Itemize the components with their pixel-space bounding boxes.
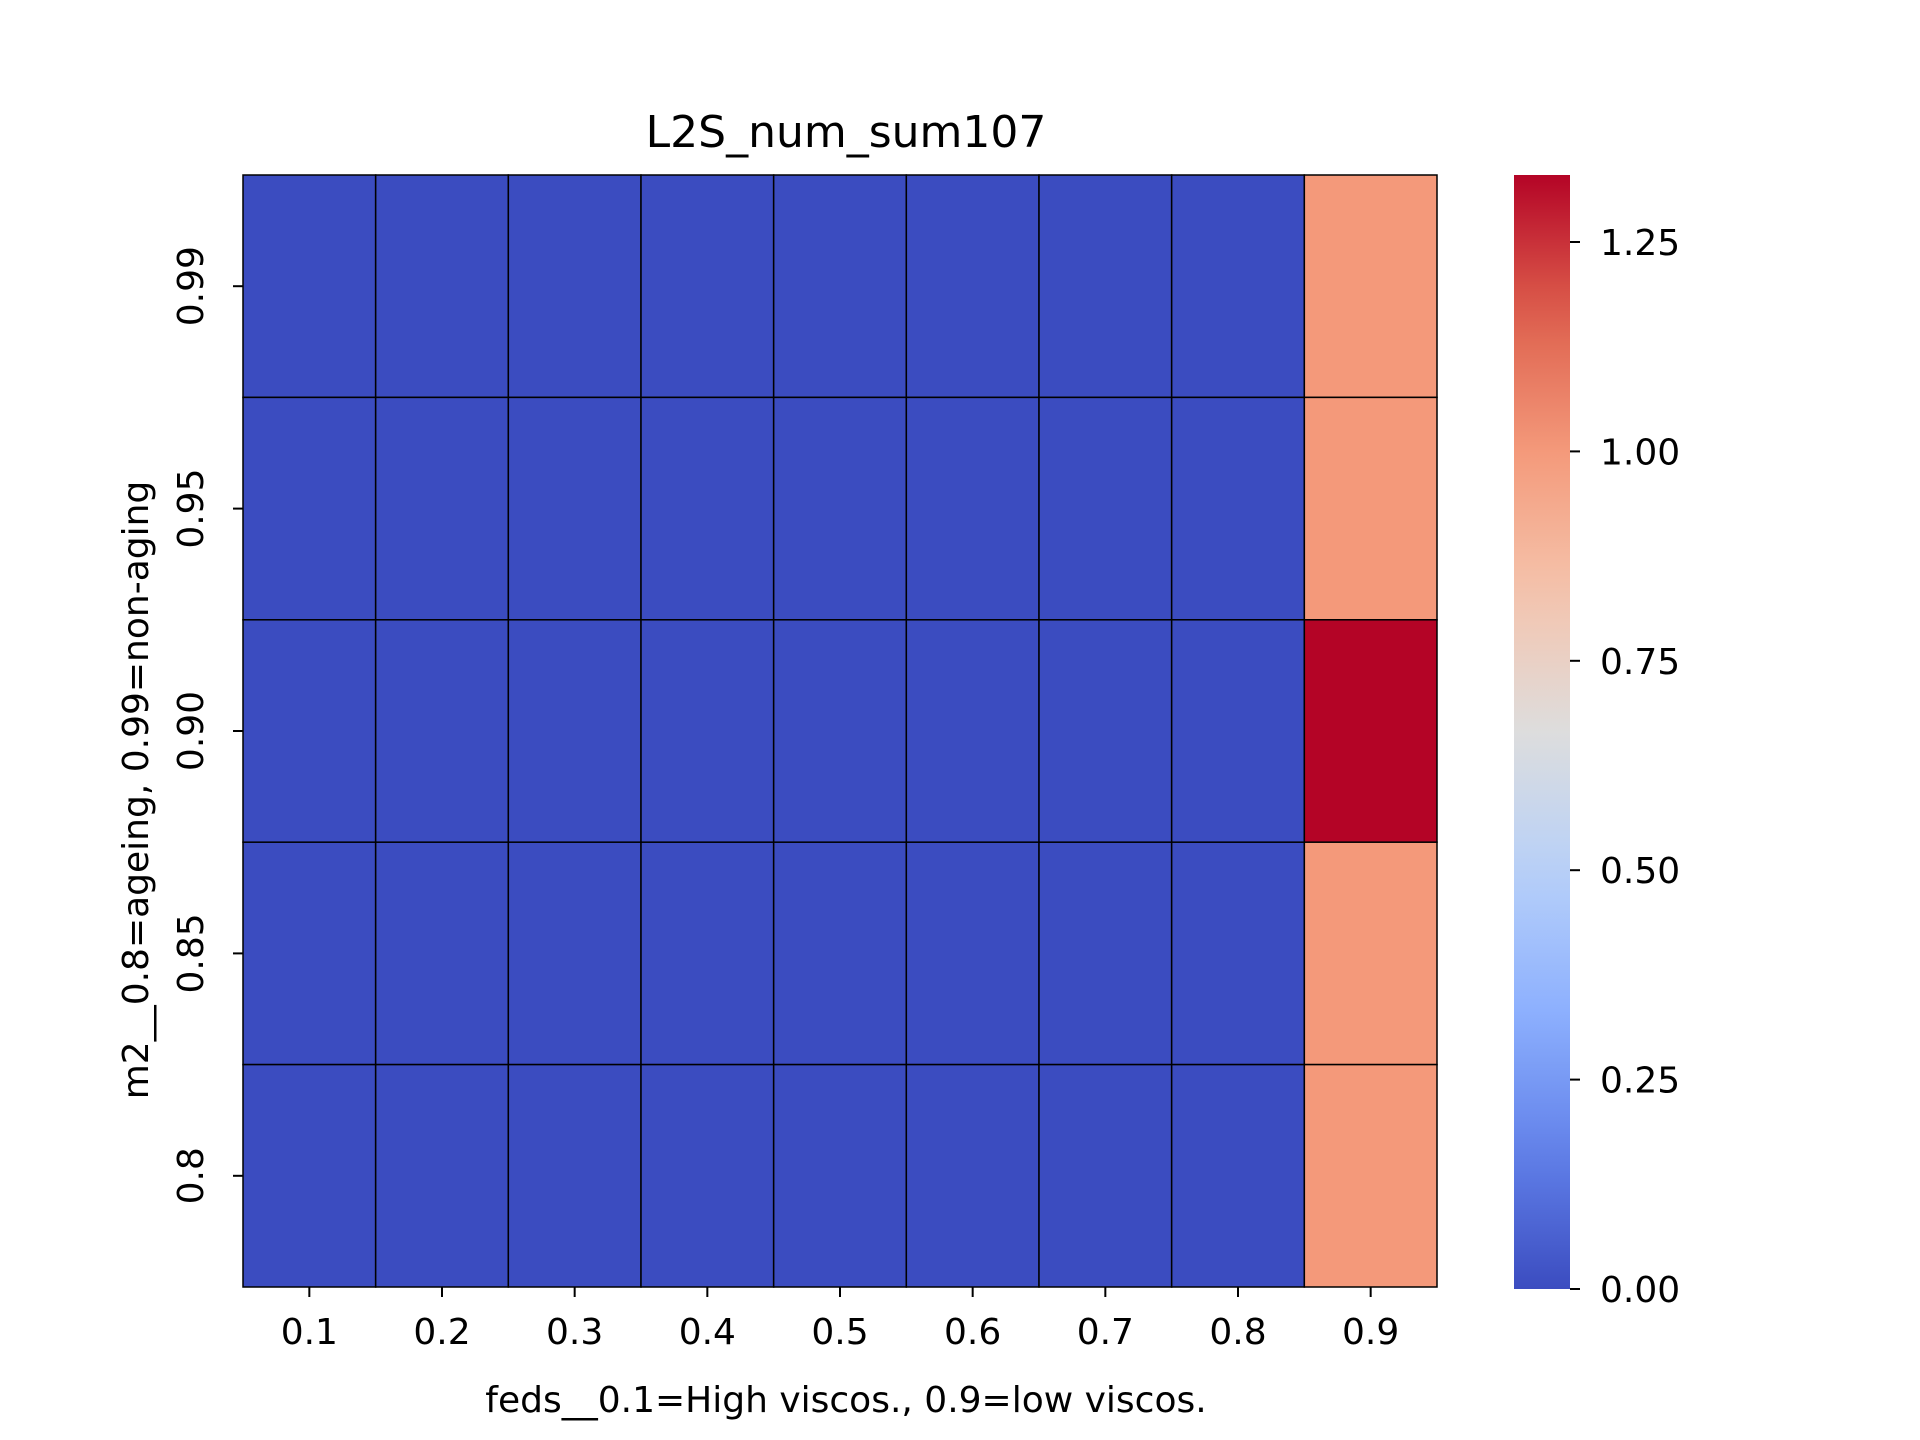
heatmap-cell bbox=[374, 841, 510, 1066]
colorbar: 0.00 0.25 0.50 0.75 1.00 1.25 bbox=[1514, 175, 1680, 1311]
colorbar-tick-label: 0.00 bbox=[1600, 1270, 1680, 1311]
heatmap-cell bbox=[1170, 1063, 1306, 1288]
colorbar-tick-label: 1.00 bbox=[1600, 432, 1680, 473]
heatmap-cell bbox=[905, 841, 1040, 1066]
x-tick-label: 0.1 bbox=[281, 1312, 338, 1353]
x-axis-ticks: 0.1 0.2 0.3 0.4 0.5 0.6 0.7 0.8 0.9 bbox=[281, 1287, 1399, 1353]
heatmap-cell bbox=[1170, 396, 1306, 621]
heatmap-cell bbox=[1303, 1063, 1438, 1288]
x-tick-label: 0.4 bbox=[679, 1312, 736, 1353]
x-tick-label: 0.6 bbox=[944, 1312, 1001, 1353]
heatmap-cell bbox=[1038, 841, 1173, 1066]
heatmap-cell bbox=[905, 619, 1040, 843]
y-axis-ticks: 0.99 0.95 0.90 0.85 0.8 bbox=[171, 246, 243, 1204]
heatmap-cell bbox=[1170, 841, 1306, 1066]
heatmap-cell bbox=[640, 619, 775, 843]
heatmap-cell bbox=[1303, 619, 1438, 843]
x-tick-label: 0.9 bbox=[1342, 1312, 1399, 1353]
heatmap-cell bbox=[1170, 619, 1306, 843]
colorbar-tick-label: 0.25 bbox=[1600, 1061, 1680, 1102]
heatmap-cell bbox=[772, 619, 908, 843]
colorbar-scale bbox=[1514, 175, 1570, 1289]
heatmap-cell bbox=[772, 396, 908, 621]
y-axis-label: m2__0.8=ageing, 0.99=non-aging bbox=[116, 481, 157, 1100]
heatmap-cell bbox=[242, 1063, 377, 1288]
heatmap-cell bbox=[374, 396, 510, 621]
heatmap-cell bbox=[242, 174, 377, 399]
heatmap-cell bbox=[507, 174, 642, 399]
heatmap-cell bbox=[374, 619, 510, 843]
heatmap-cell bbox=[905, 396, 1040, 621]
heatmap-cell bbox=[1303, 396, 1438, 621]
heatmap-cell bbox=[1038, 1063, 1173, 1288]
heatmap-cell bbox=[1038, 174, 1173, 399]
heatmap-cell bbox=[242, 396, 377, 621]
colorbar-tick-label: 0.50 bbox=[1600, 851, 1680, 892]
heatmap-cell bbox=[640, 396, 775, 621]
colorbar-tick-label: 1.25 bbox=[1600, 223, 1680, 264]
heatmap-cell bbox=[772, 1063, 908, 1288]
heatmap-cell bbox=[905, 1063, 1040, 1288]
x-tick-label: 0.3 bbox=[546, 1312, 603, 1353]
x-axis-label: feds__0.1=High viscos., 0.9=low viscos. bbox=[485, 1380, 1206, 1421]
heatmap-cell bbox=[1303, 841, 1438, 1066]
heatmap-cell bbox=[1038, 619, 1173, 843]
x-tick-label: 0.7 bbox=[1077, 1312, 1134, 1353]
x-tick-label: 0.8 bbox=[1209, 1312, 1266, 1353]
heatmap-cell bbox=[640, 1063, 775, 1288]
heatmap-cell bbox=[507, 619, 642, 843]
y-tick-label: 0.95 bbox=[171, 469, 212, 549]
heatmap-cell bbox=[242, 619, 377, 843]
colorbar-tick-label: 0.75 bbox=[1600, 642, 1680, 683]
chart-title: L2S_num_sum107 bbox=[646, 107, 1047, 158]
heatmap-cell bbox=[772, 841, 908, 1066]
heatmap-cell bbox=[507, 1063, 642, 1288]
heatmap-cell bbox=[1303, 174, 1438, 399]
heatmap-cell bbox=[507, 841, 642, 1066]
heatmap-cell bbox=[1038, 396, 1173, 621]
heatmap-cell bbox=[374, 1063, 510, 1288]
x-tick-label: 0.2 bbox=[413, 1312, 470, 1353]
heatmap-cell bbox=[905, 174, 1040, 399]
heatmap-cell bbox=[640, 841, 775, 1066]
y-tick-label: 0.99 bbox=[171, 246, 212, 326]
heatmap-cells bbox=[242, 174, 1438, 1288]
heatmap-cell bbox=[772, 174, 908, 399]
y-tick-label: 0.8 bbox=[171, 1147, 212, 1204]
heatmap-cell bbox=[507, 396, 642, 621]
x-tick-label: 0.5 bbox=[811, 1312, 868, 1353]
heatmap-cell bbox=[374, 174, 510, 399]
heatmap-cell bbox=[242, 841, 377, 1066]
heatmap-cell bbox=[640, 174, 775, 399]
heatmap-cell bbox=[1170, 174, 1306, 399]
y-tick-label: 0.85 bbox=[171, 913, 212, 993]
y-tick-label: 0.90 bbox=[171, 691, 212, 771]
